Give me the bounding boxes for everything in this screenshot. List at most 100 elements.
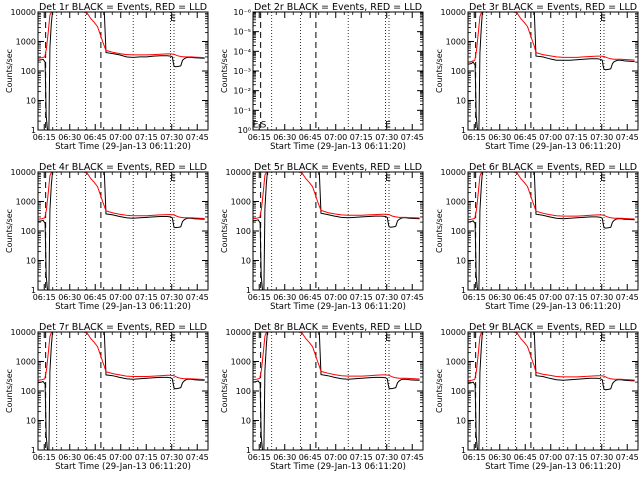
x-tick-label: 06:15 — [463, 133, 486, 142]
x-tick-label: 07:15 — [350, 453, 373, 462]
series-lld-line — [38, 172, 205, 220]
y-tick-label: 100 — [21, 227, 36, 236]
y-tick-label: 10⁻⁴ — [233, 47, 251, 56]
chart-title: Det 7r BLACK = Events, RED = LLD — [39, 322, 207, 333]
y-tick-label: 10⁻² — [233, 87, 251, 96]
series-events-line — [253, 332, 420, 450]
annotation-marker: E — [600, 174, 606, 184]
x-tick-label: 06:45 — [299, 293, 322, 302]
x-tick-label: 06:15 — [463, 293, 486, 302]
x-tick-label: 07:45 — [616, 133, 639, 142]
x-tick-label: 07:00 — [539, 133, 562, 142]
plot-frame — [252, 331, 424, 451]
chart-title: Det 8r BLACK = Events, RED = LLD — [254, 322, 422, 333]
y-tick-label: 10000 — [11, 328, 36, 337]
x-tick-label: 07:45 — [186, 293, 209, 302]
x-tick-label: 06:30 — [58, 133, 81, 142]
y-tick-label: 10 — [456, 97, 466, 106]
series-lld-line — [468, 332, 635, 382]
x-tick-label: 07:30 — [160, 133, 183, 142]
y-tick-label: 1 — [31, 446, 36, 455]
y-axis-label: Counts/sec — [5, 369, 14, 413]
series-events-line — [468, 172, 635, 290]
y-tick-label: 1000 — [231, 358, 251, 367]
chart-title: Det 1r BLACK = Events, RED = LLD — [39, 2, 207, 13]
y-tick-label: 1000 — [16, 198, 36, 207]
y-tick-label: 1000 — [16, 358, 36, 367]
x-tick-label: 07:00 — [109, 133, 132, 142]
annotation-marker: E — [600, 14, 606, 24]
chart-panel-5: Det 5r BLACK = Events, RED = LLD 1 10 100 10… — [220, 162, 424, 312]
series-lld-line — [38, 332, 205, 381]
chart-title: Det 4r BLACK = Events, RED = LLD — [39, 162, 207, 173]
y-tick-label: 100 — [21, 387, 36, 396]
x-tick-label: 07:15 — [135, 293, 158, 302]
plot-frame — [467, 171, 639, 291]
x-tick-label: 06:15 — [33, 293, 56, 302]
x-tick-label: 06:15 — [463, 453, 486, 462]
y-tick-label: 1 — [461, 286, 466, 295]
x-tick-label: 07:00 — [539, 293, 562, 302]
y-tick-label: 10 — [456, 257, 466, 266]
x-tick-label: 07:15 — [135, 453, 158, 462]
plot-frame — [37, 171, 209, 291]
x-tick-label: 06:30 — [488, 293, 511, 302]
x-tick-label: 07:00 — [324, 133, 347, 142]
y-axis-label: Counts/sec — [5, 49, 14, 93]
y-tick-label: 1000 — [16, 38, 36, 47]
chart-panel-7: Det 7r BLACK = Events, RED = LLD 1 10 100 10… — [5, 322, 209, 472]
x-tick-label: 06:45 — [514, 133, 537, 142]
series-events-line — [468, 332, 635, 450]
x-tick-label: 06:45 — [84, 293, 107, 302]
y-tick-label: 10000 — [226, 168, 251, 177]
y-axis-label: Counts/sec — [5, 209, 14, 253]
x-axis-label: Start Time (29-Jan-13 06:11:20) — [55, 462, 191, 472]
x-tick-label: 06:15 — [248, 133, 271, 142]
x-axis-label: Start Time (29-Jan-13 06:11:20) — [55, 142, 191, 152]
x-tick-label: 07:45 — [616, 293, 639, 302]
y-tick-label: 10000 — [11, 168, 36, 177]
y-tick-label: 1 — [461, 446, 466, 455]
y-tick-label: 10000 — [11, 8, 36, 17]
series-lld-line — [468, 172, 635, 221]
annotation-marker: S — [261, 120, 267, 130]
series-events-line — [38, 172, 205, 290]
chart-title: Det 5r BLACK = Events, RED = LLD — [254, 162, 422, 173]
series-lld-line — [468, 12, 635, 63]
x-tick-label: 07:15 — [565, 293, 588, 302]
x-tick-label: 07:00 — [539, 453, 562, 462]
x-tick-label: 07:30 — [375, 453, 398, 462]
series-events-line — [468, 12, 635, 130]
y-tick-label: 1 — [31, 286, 36, 295]
x-tick-label: 07:15 — [565, 453, 588, 462]
chart-panel-8: Det 8r BLACK = Events, RED = LLD 1 10 100 10… — [220, 322, 424, 472]
x-tick-label: 07:00 — [109, 293, 132, 302]
annotation-marker: E — [170, 174, 176, 184]
x-tick-label: 07:30 — [590, 293, 613, 302]
x-tick-label: 06:45 — [514, 453, 537, 462]
y-axis-label: Counts/sec — [220, 209, 229, 253]
x-axis-label: Start Time (29-Jan-13 06:11:20) — [55, 302, 191, 312]
y-tick-label: 1 — [31, 126, 36, 135]
y-tick-label: 10⁻⁵ — [233, 28, 251, 37]
annotation-marker: E — [385, 120, 391, 130]
y-axis-label: Counts/sec — [435, 369, 444, 413]
series-events-line — [38, 12, 205, 130]
y-tick-label: 1000 — [446, 198, 466, 207]
x-tick-label: 07:45 — [401, 133, 424, 142]
plot-frame — [37, 11, 209, 131]
chart-panel-1: Det 1r BLACK = Events, RED = LLD 1 10 100 10… — [5, 2, 209, 152]
annotation-marker: E — [385, 334, 391, 344]
chart-title: Det 2r BLACK = Events, RED = LLD — [254, 2, 422, 13]
x-axis-label: Start Time (29-Jan-13 06:11:20) — [485, 462, 621, 472]
x-tick-label: 07:45 — [401, 293, 424, 302]
chart-panel-6: Det 6r BLACK = Events, RED = LLD 1 10 100 10… — [435, 162, 639, 312]
x-tick-label: 06:45 — [84, 133, 107, 142]
x-tick-label: 07:00 — [324, 453, 347, 462]
plot-frame — [37, 331, 209, 451]
y-tick-label: 100 — [451, 387, 466, 396]
annotation-marker: E — [170, 14, 176, 24]
y-tick-label: 1 — [246, 286, 251, 295]
chart-panel-4: Det 4r BLACK = Events, RED = LLD 1 10 100 10… — [5, 162, 209, 312]
